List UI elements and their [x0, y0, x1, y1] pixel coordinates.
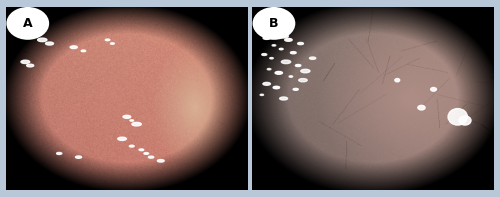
Ellipse shape — [272, 45, 276, 46]
Ellipse shape — [118, 137, 126, 140]
Ellipse shape — [263, 82, 270, 85]
Ellipse shape — [275, 72, 282, 74]
Ellipse shape — [148, 156, 154, 158]
Ellipse shape — [273, 86, 280, 89]
Ellipse shape — [262, 54, 267, 56]
Ellipse shape — [395, 79, 400, 82]
Ellipse shape — [280, 97, 287, 100]
Ellipse shape — [263, 37, 270, 39]
Ellipse shape — [272, 31, 280, 34]
Ellipse shape — [448, 109, 468, 125]
Ellipse shape — [268, 27, 276, 31]
Ellipse shape — [130, 120, 134, 121]
Text: B: B — [269, 17, 278, 30]
Ellipse shape — [110, 43, 114, 44]
Ellipse shape — [459, 116, 471, 125]
Ellipse shape — [56, 152, 62, 154]
Text: A: A — [23, 17, 32, 30]
Ellipse shape — [282, 60, 290, 64]
Ellipse shape — [76, 156, 82, 158]
Ellipse shape — [158, 160, 164, 162]
Ellipse shape — [418, 105, 425, 110]
Ellipse shape — [46, 42, 54, 45]
Circle shape — [7, 8, 48, 39]
Ellipse shape — [289, 76, 292, 77]
Ellipse shape — [280, 48, 283, 50]
Ellipse shape — [144, 153, 148, 154]
Ellipse shape — [290, 52, 296, 54]
Ellipse shape — [123, 115, 131, 118]
Ellipse shape — [298, 79, 307, 82]
Ellipse shape — [298, 42, 304, 45]
Ellipse shape — [430, 87, 436, 91]
Circle shape — [254, 8, 294, 39]
Ellipse shape — [81, 50, 86, 52]
Ellipse shape — [279, 34, 288, 38]
Ellipse shape — [32, 33, 38, 35]
Ellipse shape — [106, 39, 110, 41]
Ellipse shape — [70, 46, 78, 48]
Ellipse shape — [260, 94, 264, 96]
Ellipse shape — [26, 64, 34, 67]
Ellipse shape — [310, 57, 316, 59]
Ellipse shape — [268, 69, 271, 70]
Ellipse shape — [132, 122, 141, 126]
Ellipse shape — [270, 58, 273, 59]
Ellipse shape — [130, 145, 134, 147]
Ellipse shape — [296, 64, 301, 67]
Ellipse shape — [301, 69, 310, 73]
Ellipse shape — [139, 149, 143, 151]
Ellipse shape — [21, 60, 29, 63]
Ellipse shape — [284, 38, 292, 41]
Ellipse shape — [293, 88, 298, 90]
Ellipse shape — [38, 38, 47, 42]
